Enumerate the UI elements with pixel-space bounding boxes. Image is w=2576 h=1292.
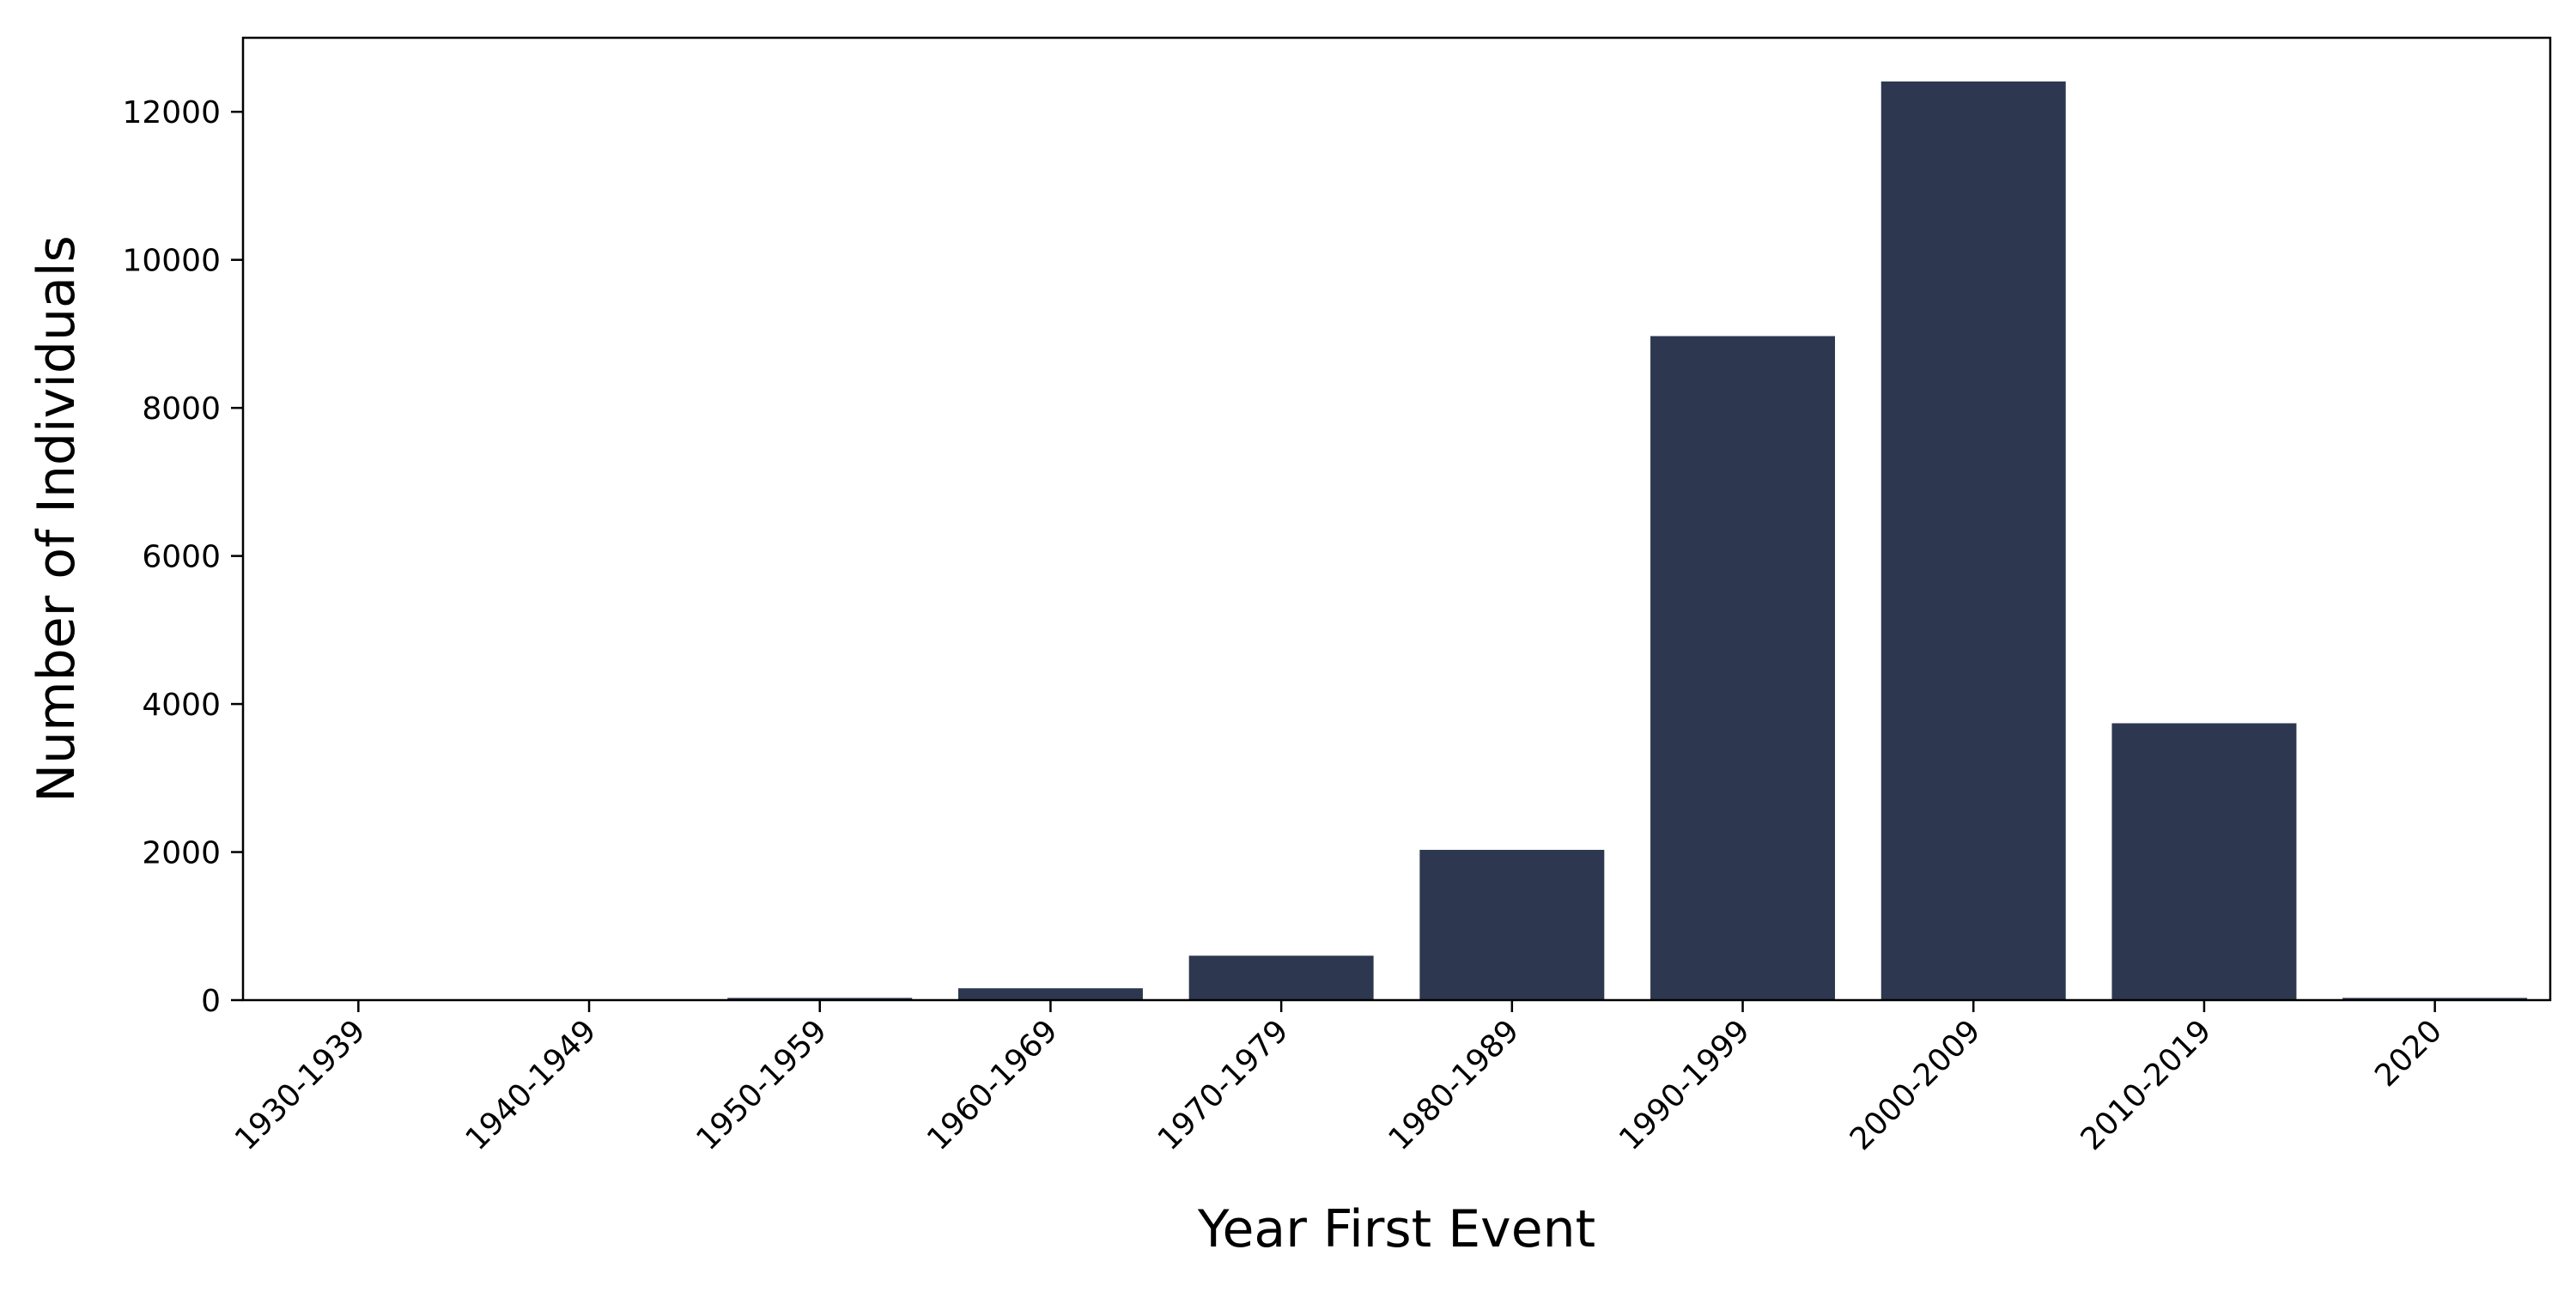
y-tick-label: 4000	[142, 688, 221, 723]
x-tick-label: 1970-1979	[1151, 1013, 1296, 1157]
y-axis: 0 2000 4000 6000 8000 10000 12000	[122, 95, 243, 1019]
x-tick-label: 1950-1959	[690, 1013, 834, 1157]
bars-layer	[266, 82, 2527, 1000]
y-tick-label: 12000	[122, 95, 221, 130]
bar-1970-1979	[1189, 955, 1374, 1000]
y-tick-label: 8000	[142, 391, 221, 427]
y-tick-label: 6000	[142, 540, 221, 575]
y-tick-label: 10000	[122, 244, 221, 279]
bar-1960-1969	[958, 988, 1143, 1000]
y-tick-label: 2000	[142, 836, 221, 871]
x-tick-label: 1930-1939	[228, 1013, 373, 1157]
bar-1990-1999	[1650, 337, 1835, 1000]
x-tick-label: 2010-2019	[2075, 1013, 2219, 1157]
x-tick-label: 1990-1999	[1613, 1013, 1757, 1157]
x-tick-label: 2000-2009	[1844, 1013, 1988, 1157]
x-tick-label: 1940-1949	[459, 1013, 604, 1157]
x-tick-label: 1960-1969	[920, 1013, 1065, 1157]
bar-2010-2019	[2111, 723, 2296, 1000]
y-tick-label: 0	[201, 984, 221, 1019]
y-axis-label: Number of Individuals	[27, 235, 87, 802]
x-tick-label: 1980-1989	[1382, 1013, 1526, 1157]
bar-2000-2009	[1881, 82, 2066, 1000]
bar-1980-1989	[1419, 850, 1604, 1000]
x-axis: 1930-1939 1940-1949 1950-1959 1960-1969 1970…	[228, 1000, 2449, 1157]
x-tick-label: 2020	[2368, 1013, 2449, 1094]
x-axis-label: Year First Event	[1197, 1199, 1595, 1259]
